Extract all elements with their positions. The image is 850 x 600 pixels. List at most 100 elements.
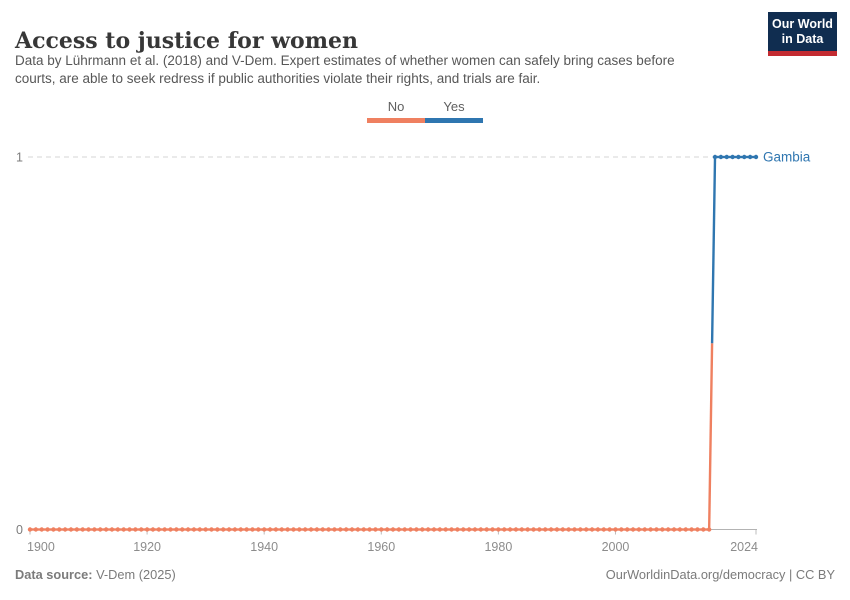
year-marker-1964 bbox=[402, 527, 407, 532]
x-axis-label-1900: 1900 bbox=[27, 540, 55, 554]
year-marker-1902 bbox=[39, 527, 44, 532]
year-marker-1948 bbox=[308, 527, 314, 532]
year-marker-1911 bbox=[92, 527, 97, 532]
year-marker-1952 bbox=[332, 527, 337, 532]
year-marker-2018 bbox=[718, 154, 724, 160]
year-marker-1930 bbox=[203, 527, 208, 532]
year-marker-1998 bbox=[601, 527, 606, 532]
credit-link[interactable]: OurWorldinData.org/democracy | CC BY bbox=[605, 567, 835, 582]
year-marker-1979 bbox=[490, 527, 495, 532]
year-marker-1991 bbox=[560, 527, 565, 532]
year-marker-1971 bbox=[443, 527, 448, 532]
year-marker-2012 bbox=[683, 527, 688, 532]
year-marker-1920 bbox=[144, 527, 150, 532]
year-marker-1972 bbox=[449, 527, 454, 532]
year-marker-1988 bbox=[543, 527, 548, 532]
legend-item-yes[interactable]: Yes bbox=[425, 99, 483, 123]
year-marker-1949 bbox=[314, 527, 320, 532]
year-marker-2003 bbox=[630, 527, 636, 532]
year-marker-1967 bbox=[420, 527, 425, 532]
x-axis-label-1940: 1940 bbox=[250, 540, 278, 554]
year-marker-1908 bbox=[74, 527, 80, 532]
year-marker-1990 bbox=[554, 527, 560, 532]
year-marker-1936 bbox=[238, 527, 243, 532]
year-marker-1904 bbox=[51, 527, 56, 532]
year-marker-1954 bbox=[343, 527, 349, 532]
year-marker-1931 bbox=[209, 527, 214, 532]
year-marker-1965 bbox=[408, 527, 413, 532]
year-marker-1981 bbox=[502, 527, 507, 532]
year-marker-2022 bbox=[742, 154, 747, 160]
year-marker-1903 bbox=[45, 527, 50, 532]
year-marker-1966 bbox=[414, 527, 419, 532]
year-marker-1993 bbox=[572, 527, 577, 532]
year-marker-2020 bbox=[730, 154, 735, 160]
year-marker-1901 bbox=[33, 527, 39, 532]
year-marker-1978 bbox=[484, 527, 489, 532]
year-marker-1946 bbox=[297, 527, 302, 532]
year-marker-1906 bbox=[62, 527, 68, 532]
year-marker-1999 bbox=[607, 527, 612, 532]
year-marker-2005 bbox=[642, 527, 647, 532]
year-marker-1995 bbox=[584, 527, 589, 532]
year-marker-1926 bbox=[180, 527, 185, 532]
year-marker-1959 bbox=[373, 527, 378, 532]
year-marker-2010 bbox=[671, 527, 677, 532]
year-marker-2013 bbox=[689, 527, 694, 532]
year-marker-1907 bbox=[68, 527, 74, 532]
year-marker-1955 bbox=[349, 527, 355, 532]
year-marker-1916 bbox=[121, 527, 126, 532]
year-marker-1919 bbox=[139, 527, 144, 532]
year-marker-2000 bbox=[613, 527, 618, 532]
year-marker-1947 bbox=[302, 527, 308, 532]
owid-logo-accent-strip bbox=[768, 51, 837, 56]
data-source-label: Data source: bbox=[15, 567, 93, 582]
categorical-legend: No Yes bbox=[0, 99, 850, 123]
x-axis-label-2024: 2024 bbox=[730, 540, 758, 554]
year-marker-1943 bbox=[279, 527, 284, 532]
year-marker-1932 bbox=[215, 527, 220, 532]
year-marker-2021 bbox=[736, 154, 741, 160]
year-marker-1914 bbox=[109, 527, 115, 532]
year-marker-1953 bbox=[338, 527, 343, 532]
y-axis-label-0: 0 bbox=[16, 523, 23, 537]
x-axis-label-1980: 1980 bbox=[484, 540, 512, 554]
owid-logo[interactable]: Our World in Data bbox=[768, 12, 837, 56]
year-marker-1913 bbox=[103, 527, 109, 532]
year-marker-2007 bbox=[654, 527, 659, 532]
year-marker-1923 bbox=[162, 527, 167, 532]
year-marker-1957 bbox=[361, 527, 366, 532]
year-marker-1980 bbox=[496, 527, 501, 532]
year-marker-1924 bbox=[168, 527, 173, 532]
chart-footer: Data source: V-Dem (2025) OurWorldinData… bbox=[15, 567, 835, 582]
chart-subtitle-line1: Data by Lührmann et al. (2018) and V-Dem… bbox=[15, 53, 675, 68]
entity-label-gambia[interactable]: Gambia bbox=[763, 150, 811, 165]
year-marker-2016 bbox=[706, 527, 712, 532]
x-axis-label-1920: 1920 bbox=[133, 540, 161, 554]
series-transition-lower bbox=[707, 343, 714, 530]
year-marker-1934 bbox=[226, 527, 232, 532]
year-marker-1935 bbox=[232, 527, 238, 532]
legend-item-no[interactable]: No bbox=[367, 99, 425, 123]
data-source-value: V-Dem (2025) bbox=[92, 567, 176, 582]
series-transition-upper bbox=[710, 156, 717, 344]
x-axis-label-2000: 2000 bbox=[602, 540, 630, 554]
year-marker-1977 bbox=[478, 527, 484, 532]
year-marker-1983 bbox=[513, 527, 519, 532]
year-marker-1976 bbox=[472, 527, 478, 532]
owid-logo-line2: in Data bbox=[781, 32, 824, 46]
year-marker-1925 bbox=[174, 527, 179, 532]
year-marker-1921 bbox=[150, 527, 156, 532]
year-marker-1984 bbox=[519, 527, 525, 532]
legend-label-no: No bbox=[387, 99, 405, 114]
year-marker-1985 bbox=[525, 527, 530, 532]
year-marker-2009 bbox=[665, 527, 671, 532]
legend-label-yes: Yes bbox=[443, 99, 465, 114]
year-marker-1941 bbox=[267, 527, 273, 532]
year-marker-1912 bbox=[98, 527, 103, 532]
year-marker-1933 bbox=[221, 527, 226, 532]
year-marker-1958 bbox=[367, 527, 372, 532]
year-marker-1956 bbox=[355, 527, 361, 532]
